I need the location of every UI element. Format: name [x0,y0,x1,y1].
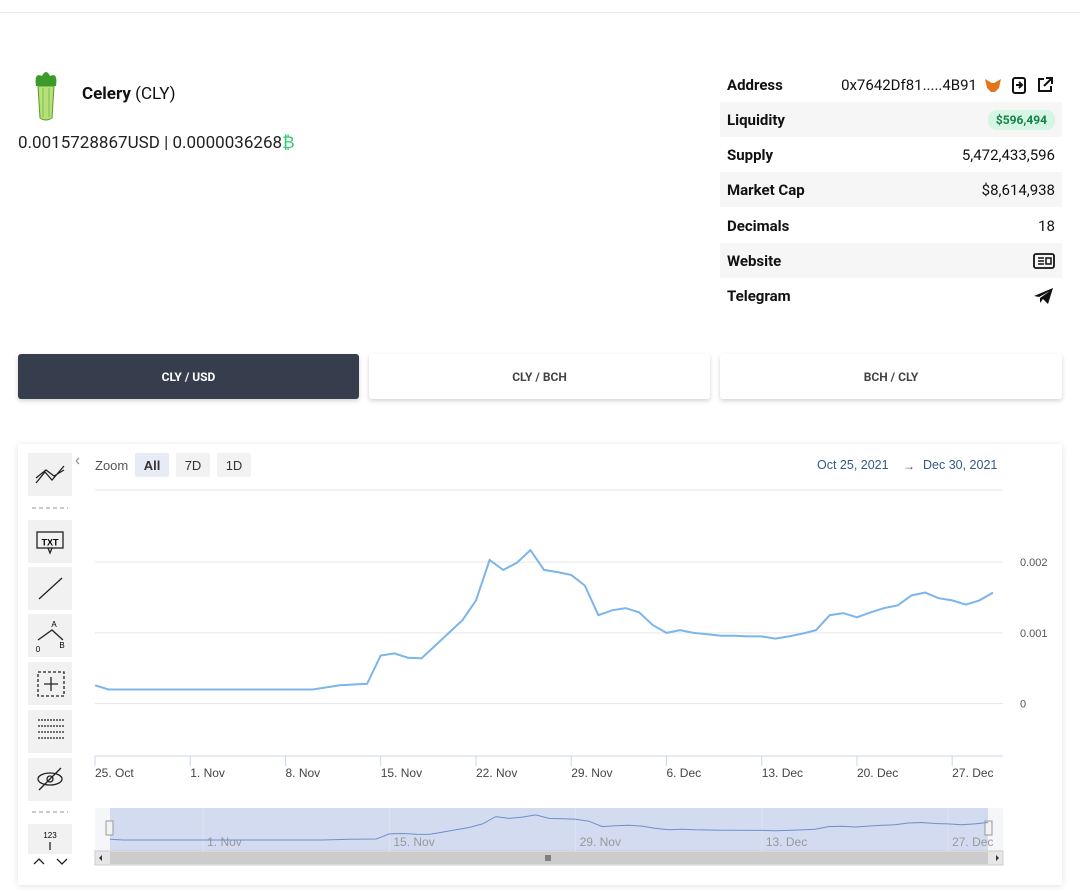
zoom-button-label[interactable]: 7D [185,458,202,473]
angle-label: 0 [36,645,41,654]
info-row: Decimals 18 [720,208,1062,243]
zoom-label: Zoom [95,458,128,473]
y-tick-label: 0.001 [1020,628,1048,640]
info-row: Telegram [720,278,1062,313]
y-tick-label: 0.002 [1020,557,1048,569]
zoom-button[interactable] [217,453,251,477]
tab[interactable]: CLY / BCH [369,354,710,399]
usd-unit: USD [127,133,160,153]
navigator-handle[interactable] [984,820,993,836]
token-logo [35,72,57,121]
price-line [94,548,994,691]
info-label: Telegram [727,286,791,305]
tab-active[interactable]: CLY / USD [18,354,359,399]
info-row: Supply 5,472,433,596 [720,137,1062,172]
token-symbol: (CLY) [135,84,176,104]
liquidity-badge: $596,494 [987,109,1055,130]
chart: TXT A 0 B 123 Zoom Oct 25, 2021 → Dec 30… [28,453,1048,866]
separator: | [164,133,169,153]
y-tick-label: 0 [1020,699,1026,711]
navigator-tick-label: 27. Dec [952,835,993,849]
x-tick-label: 13. Dec [762,766,803,780]
info-label: Decimals [727,216,790,235]
info-row: Market Cap $8,614,938 [720,172,1062,207]
info-value: $8,614,938 [981,180,1055,199]
token-price: 0.0015728867USD | 0.0000036268₿ [18,133,295,153]
navigator-tick-label: 15. Nov [393,835,434,849]
angle-label: B [59,641,64,650]
info-label: Supply [727,145,774,164]
navigator-line [109,814,989,841]
navigator-handle[interactable] [105,820,114,836]
zoom-button-label[interactable]: 1D [226,458,243,473]
info-value: 18 [1038,216,1055,235]
info-label: Address [727,75,783,94]
price-bch: 0.0000036268 [172,133,283,153]
navigator-mask[interactable] [110,808,988,851]
x-tick-label: 6. Dec [666,766,701,780]
info-row: Address 0x7642Df81.....4B91 [720,67,1062,102]
copy-icon[interactable] [1009,75,1029,95]
x-tick-label: 20. Dec [857,766,898,780]
x-tick-label: 15. Nov [381,766,422,780]
website-icon[interactable] [1033,252,1055,270]
x-tick-label: 1. Nov [190,766,225,780]
toolbar [28,453,80,865]
scroll-grip [545,855,551,861]
info-row: Website [720,243,1062,278]
price-usd: 0.0015728867 [18,133,128,153]
telegram-icon[interactable] [1033,287,1055,305]
bch-symbol: ₿ [282,133,295,153]
navigator-tick-label: 29. Nov [580,835,621,849]
info-value: 5,472,433,596 [961,145,1055,164]
zoom-button[interactable] [176,453,210,477]
info-label: Market Cap [727,180,805,199]
metamask-icon[interactable] [983,76,1003,94]
range-arrow: → [903,459,915,473]
x-tick-label: 27. Dec [952,766,993,780]
token-title: Celery (CLY) [82,84,176,104]
navigator-tick-label: 1. Nov [207,835,242,849]
text-tool[interactable]: TXT [42,537,60,547]
scrollbar-thumb[interactable] [110,852,988,864]
x-tick-label: 29. Nov [571,766,612,780]
zoom-button-label[interactable]: All [144,458,161,473]
x-tick-label: 22. Nov [476,766,517,780]
address: 0x7642Df81.....4B91 [841,75,977,94]
header-border [0,12,1080,13]
numbers-tool[interactable]: 123 [43,831,57,840]
tab[interactable]: BCH / CLY [720,354,1062,399]
info-row: Liquidity $596,494 [720,102,1062,137]
navigator-tick-label: 13. Dec [766,835,807,849]
x-tick-label: 25. Oct [95,766,134,780]
external-link-icon[interactable] [1035,75,1055,95]
info-label: Website [727,251,782,270]
zoom-button[interactable] [135,453,169,477]
token-name: Celery [82,84,131,104]
info-label: Liquidity [727,110,785,129]
x-tick-label: 8. Nov [285,766,320,780]
angle-label: A [51,620,57,629]
range-from[interactable]: Oct 25, 2021 [817,458,889,472]
range-to[interactable]: Dec 30, 2021 [923,458,997,472]
